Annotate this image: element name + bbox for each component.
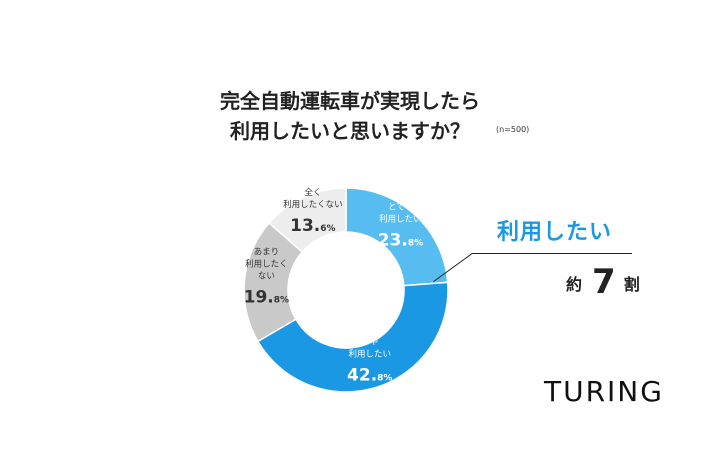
- slice-category-text: とても: [388, 202, 413, 212]
- slice-category-text: ない: [258, 271, 275, 281]
- slice-category-text: 利用したくない: [283, 199, 343, 210]
- slice-category-text: 全く: [304, 187, 321, 198]
- highlight-label: 利用したい: [497, 220, 613, 245]
- slice-category-text: 利用したく: [245, 258, 288, 269]
- slice-value: 13.6%: [290, 216, 335, 236]
- slice-value: 23.8%: [378, 230, 423, 250]
- turing-logo: TURING: [544, 375, 664, 408]
- highlight-leader-line: [472, 253, 632, 254]
- highlight-approx: 約: [566, 275, 583, 294]
- donut-slice-3: [268, 187, 347, 253]
- donut-slice-1: [256, 281, 449, 393]
- highlight-suffix: 割: [623, 275, 640, 294]
- highlight-value: 7: [592, 262, 616, 302]
- slice-value: 42.8%: [347, 365, 392, 385]
- slice-category-text: やや: [361, 337, 378, 347]
- title-line-2: 利用したいと思いますか？: [230, 119, 470, 143]
- sample-size-note: (n=500): [496, 125, 530, 134]
- slice-category-text: 利用したい: [349, 348, 392, 359]
- donut-slice-0: [345, 187, 449, 287]
- title-line-1: 完全自動運転車が実現したら: [220, 89, 480, 113]
- slice-category-text: 利用したい: [379, 213, 422, 224]
- slice-value: 19.8%: [244, 287, 289, 307]
- chart-title: 完全自動運転車が実現したら 利用したいと思いますか？: [150, 86, 550, 146]
- slice-category-text: あまり: [254, 247, 280, 257]
